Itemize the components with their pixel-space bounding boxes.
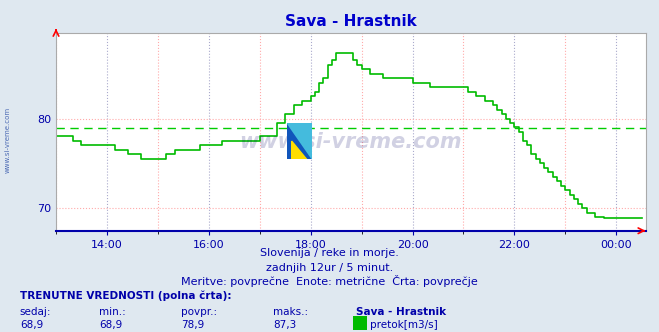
Text: Meritve: povprečne  Enote: metrične  Črta: povprečje: Meritve: povprečne Enote: metrične Črta:… bbox=[181, 275, 478, 287]
Text: 87,3: 87,3 bbox=[273, 320, 297, 330]
Polygon shape bbox=[287, 123, 312, 159]
Polygon shape bbox=[287, 123, 312, 159]
Title: Sava - Hrastnik: Sava - Hrastnik bbox=[285, 14, 416, 29]
Text: pretok[m3/s]: pretok[m3/s] bbox=[370, 320, 438, 330]
Text: www.si-vreme.com: www.si-vreme.com bbox=[240, 132, 462, 152]
Text: povpr.:: povpr.: bbox=[181, 307, 217, 317]
Text: 68,9: 68,9 bbox=[99, 320, 122, 330]
Text: www.si-vreme.com: www.si-vreme.com bbox=[5, 106, 11, 173]
Text: Slovenija / reke in morje.: Slovenija / reke in morje. bbox=[260, 248, 399, 258]
Text: 68,9: 68,9 bbox=[20, 320, 43, 330]
Text: sedaj:: sedaj: bbox=[20, 307, 51, 317]
Text: min.:: min.: bbox=[99, 307, 126, 317]
Text: zadnjih 12ur / 5 minut.: zadnjih 12ur / 5 minut. bbox=[266, 263, 393, 273]
Text: TRENUTNE VREDNOSTI (polna črta):: TRENUTNE VREDNOSTI (polna črta): bbox=[20, 291, 231, 301]
Polygon shape bbox=[292, 141, 306, 159]
Text: maks.:: maks.: bbox=[273, 307, 308, 317]
Text: Sava - Hrastnik: Sava - Hrastnik bbox=[356, 307, 446, 317]
Text: 78,9: 78,9 bbox=[181, 320, 204, 330]
